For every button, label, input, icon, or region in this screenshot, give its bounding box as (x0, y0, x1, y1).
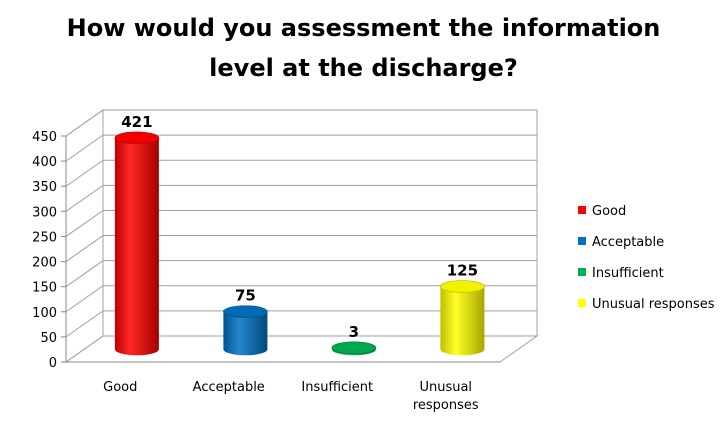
data-label: 3 (349, 323, 359, 341)
legend-swatch (578, 268, 586, 276)
legend-item: Insufficient (578, 266, 664, 281)
legend-item: Unusual responses (578, 297, 715, 312)
data-label: 75 (235, 287, 256, 305)
gridline (65, 184, 537, 212)
gridline (65, 134, 537, 162)
gridline (65, 109, 537, 137)
legend-swatch (578, 206, 586, 214)
gridline (65, 260, 537, 288)
bar-body (114, 137, 159, 356)
y-tick-label: 50 (40, 331, 57, 346)
y-tick-label: 300 (32, 205, 57, 220)
bars: 421 75 3 125 (114, 113, 485, 356)
bar-top (440, 280, 485, 293)
x-tick-label: responses (413, 398, 479, 413)
gridline (65, 285, 537, 313)
y-axis: 0 50 100 150 200 250 300 350 400 450 (32, 130, 67, 371)
y-tick-label: 0 (49, 356, 57, 371)
y-tick-label: 350 (32, 180, 57, 195)
chart-title-line-2: level at the discharge? (209, 54, 518, 82)
bar-1 (114, 131, 160, 356)
bar-body (440, 286, 485, 356)
gridline (65, 310, 537, 338)
legend-label: Acceptable (592, 235, 664, 250)
bar-top (223, 305, 268, 318)
gridline (65, 235, 537, 262)
y-tick-label: 400 (32, 155, 57, 170)
legend-item: Acceptable (578, 235, 664, 250)
legend-label: Good (592, 204, 626, 219)
chart-title-line-1: How would you assessment the information (66, 14, 661, 42)
bar-2 (223, 305, 268, 356)
x-axis: Good Acceptable Insufficient Unusual respons… (66, 361, 500, 413)
bar-4 (440, 280, 485, 356)
legend-item: Good (578, 204, 626, 219)
x-tick-label: Insufficient (301, 380, 373, 395)
data-label: 125 (447, 262, 478, 280)
chart-title: How would you assessment the information… (0, 8, 727, 88)
y-tick-label: 100 (32, 306, 57, 321)
gridlines (65, 109, 537, 338)
y-tick-label: 450 (32, 130, 57, 145)
legend-label: Insufficient (592, 266, 664, 281)
x-tick-label: Unusual (419, 380, 472, 395)
y-tick-label: 150 (32, 281, 57, 296)
y-tick-label: 250 (32, 230, 57, 245)
gridline (65, 159, 537, 187)
gridline (65, 209, 537, 237)
legend-label: Unusual responses (592, 297, 715, 312)
data-label: 421 (121, 113, 152, 131)
bar-body (223, 311, 268, 356)
x-tick-label: Good (103, 380, 137, 395)
x-tick-label: Acceptable (193, 380, 265, 395)
bar-3 (331, 341, 377, 356)
y-tick-label: 200 (32, 256, 57, 271)
bar-top (331, 341, 377, 355)
legend-swatch (578, 237, 586, 245)
bar-top (114, 131, 160, 145)
legend-swatch (578, 299, 586, 307)
legend: Good Acceptable Insufficient Unusual respon… (578, 204, 715, 312)
